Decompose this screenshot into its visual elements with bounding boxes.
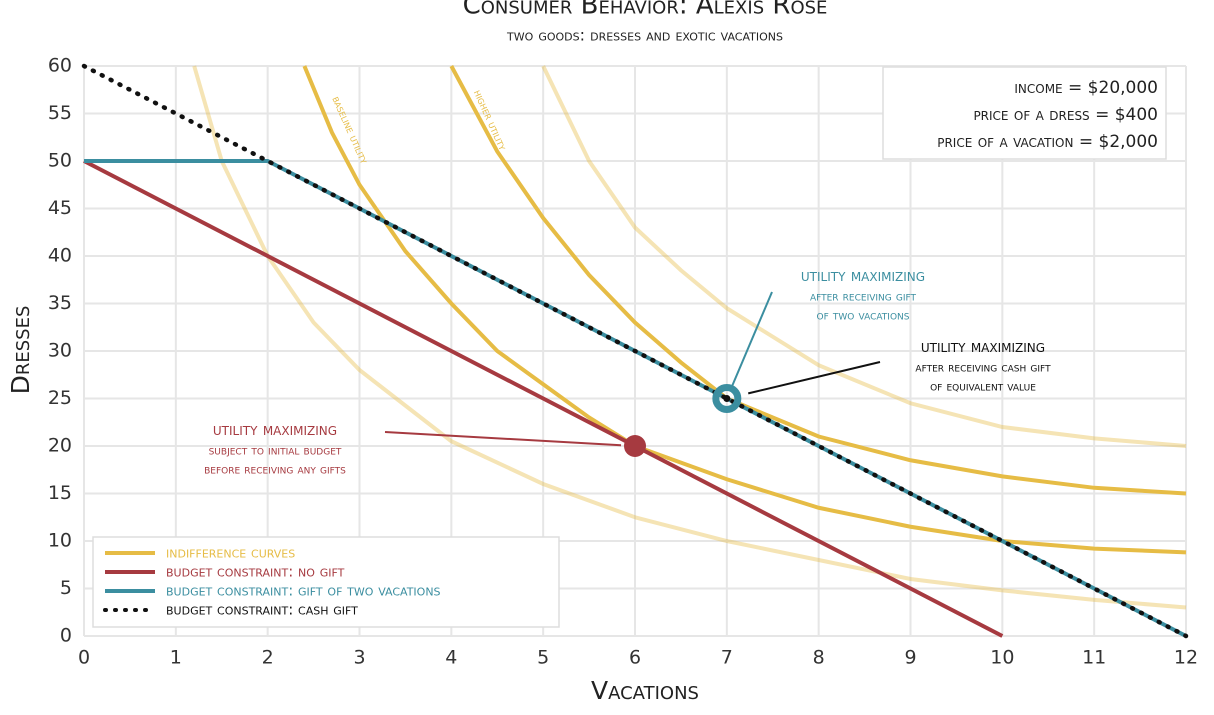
x-tick-label: 3	[353, 647, 365, 669]
info-text: price of a dress = $400	[973, 105, 1158, 125]
annotation-text: before receiving any gifts	[204, 463, 346, 478]
legend-box	[92, 536, 560, 628]
y-tick-label: 5	[60, 577, 72, 599]
legend-label: budget constraint: cash gift	[166, 601, 358, 619]
y-tick-label: 45	[48, 197, 72, 219]
legend-label: indifference curves	[166, 544, 295, 562]
x-tick-label: 11	[1082, 647, 1106, 669]
chart-title: Consumer Behavior: Alexis Rose	[463, 0, 828, 21]
annotation-pointer	[384, 431, 622, 447]
annotation-text: after receiving gift	[810, 290, 917, 305]
indifference-curve	[302, 65, 1187, 555]
annotation-text: of two vacations	[816, 309, 909, 324]
budget-line	[83, 159, 1004, 638]
x-tick-label: 5	[537, 647, 549, 669]
annotation-text: of equivalent value	[930, 380, 1036, 395]
y-tick-label: 0	[60, 625, 72, 647]
x-tick-label: 2	[262, 647, 274, 669]
y-tick-label: 35	[48, 292, 72, 314]
annotation-text: utility maximizing	[801, 266, 925, 286]
y-tick-label: 20	[48, 435, 72, 457]
info-box	[882, 66, 1167, 160]
y-tick-label: 25	[48, 387, 72, 409]
budget-line	[81, 63, 1189, 639]
y-tick-label: 30	[48, 340, 72, 362]
info-text: income = $20,000	[1014, 78, 1158, 98]
x-tick-label: 1	[170, 647, 182, 669]
annotation-text: utility maximizing	[213, 420, 337, 440]
legend-label: budget constraint: no gift	[166, 563, 345, 581]
optimum-point	[712, 384, 742, 413]
y-tick-label: 40	[48, 245, 72, 267]
x-tick-label: 12	[1174, 647, 1198, 669]
legend-label: budget constraint: gift of two vacations	[166, 582, 441, 600]
annotation-text: subject to initial budget	[209, 444, 342, 459]
x-tick-label: 10	[990, 647, 1014, 669]
y-tick-label: 15	[48, 482, 72, 504]
y-tick-label: 50	[48, 150, 72, 172]
chart-subtitle: two goods: dresses and exotic vacations	[506, 26, 783, 45]
y-tick-label: 55	[48, 102, 72, 124]
indifference-curve	[541, 65, 1187, 448]
budget-line	[84, 159, 1187, 638]
info-text: price of a vacation = $2,000	[937, 132, 1158, 152]
x-axis-label: Vacations	[591, 676, 699, 705]
x-tick-label: 0	[78, 647, 90, 669]
x-tick-label: 6	[629, 647, 641, 669]
x-tick-label: 9	[904, 647, 916, 669]
annotation-pointer	[731, 291, 773, 387]
curve-label: baseline utility	[329, 94, 371, 166]
y-tick-label: 10	[48, 530, 72, 552]
optimum-point	[723, 395, 731, 402]
x-tick-label: 4	[445, 647, 457, 669]
x-tick-label: 7	[721, 647, 733, 669]
y-tick-label: 60	[48, 55, 72, 77]
indifference-curve	[192, 65, 1187, 610]
annotation-text: after receiving cash gift	[915, 361, 1051, 376]
y-axis-label: Dresses	[6, 306, 35, 395]
indifference-curve	[449, 65, 1187, 496]
annotation-text: utility maximizing	[921, 337, 1045, 357]
optimum-point	[624, 435, 646, 457]
x-tick-label: 8	[813, 647, 825, 669]
annotation-pointer	[748, 361, 881, 395]
